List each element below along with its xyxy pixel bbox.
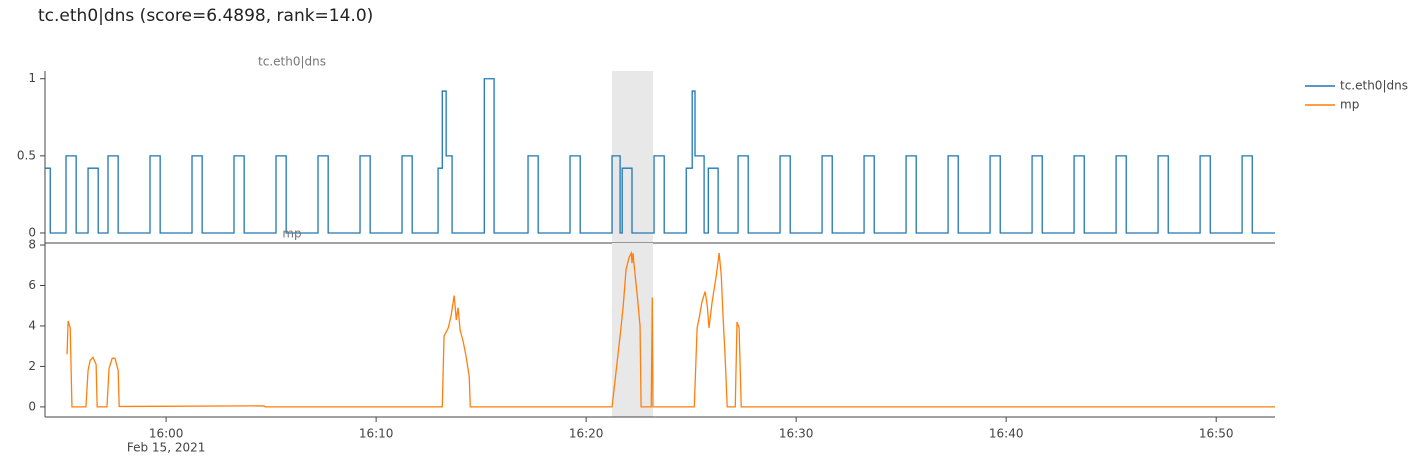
x-tick-label: 16:00 [149, 427, 184, 441]
x-tick-label: 16:20 [569, 427, 604, 441]
y-tick-label: 1 [28, 71, 36, 85]
y-tick-label: 0.5 [17, 148, 36, 162]
y-tick-label: 0 [28, 225, 36, 239]
legend-label: tc.eth0|dns [1340, 79, 1408, 93]
x-tick-label: 16:40 [989, 427, 1024, 441]
x-tick-label: 16:50 [1199, 427, 1234, 441]
y-tick-label: 2 [28, 359, 36, 373]
x-tick-label: 16:30 [779, 427, 814, 441]
y-tick-label: 0 [28, 399, 36, 413]
highlight-band [612, 243, 653, 417]
sub-title: mp [282, 227, 301, 241]
x-tick-label: 16:10 [359, 427, 394, 441]
sub-title: tc.eth0|dns [258, 55, 326, 69]
series-line [66, 250, 1275, 408]
y-tick-label: 4 [28, 318, 36, 332]
y-tick-label: 8 [28, 238, 36, 252]
y-tick-label: 6 [28, 278, 36, 292]
x-date-label: Feb 15, 2021 [127, 441, 206, 455]
legend-label: mp [1340, 98, 1359, 112]
series-line [45, 78, 1275, 234]
page-title: tc.eth0|dns (score=6.4898, rank=14.0) [38, 6, 373, 26]
